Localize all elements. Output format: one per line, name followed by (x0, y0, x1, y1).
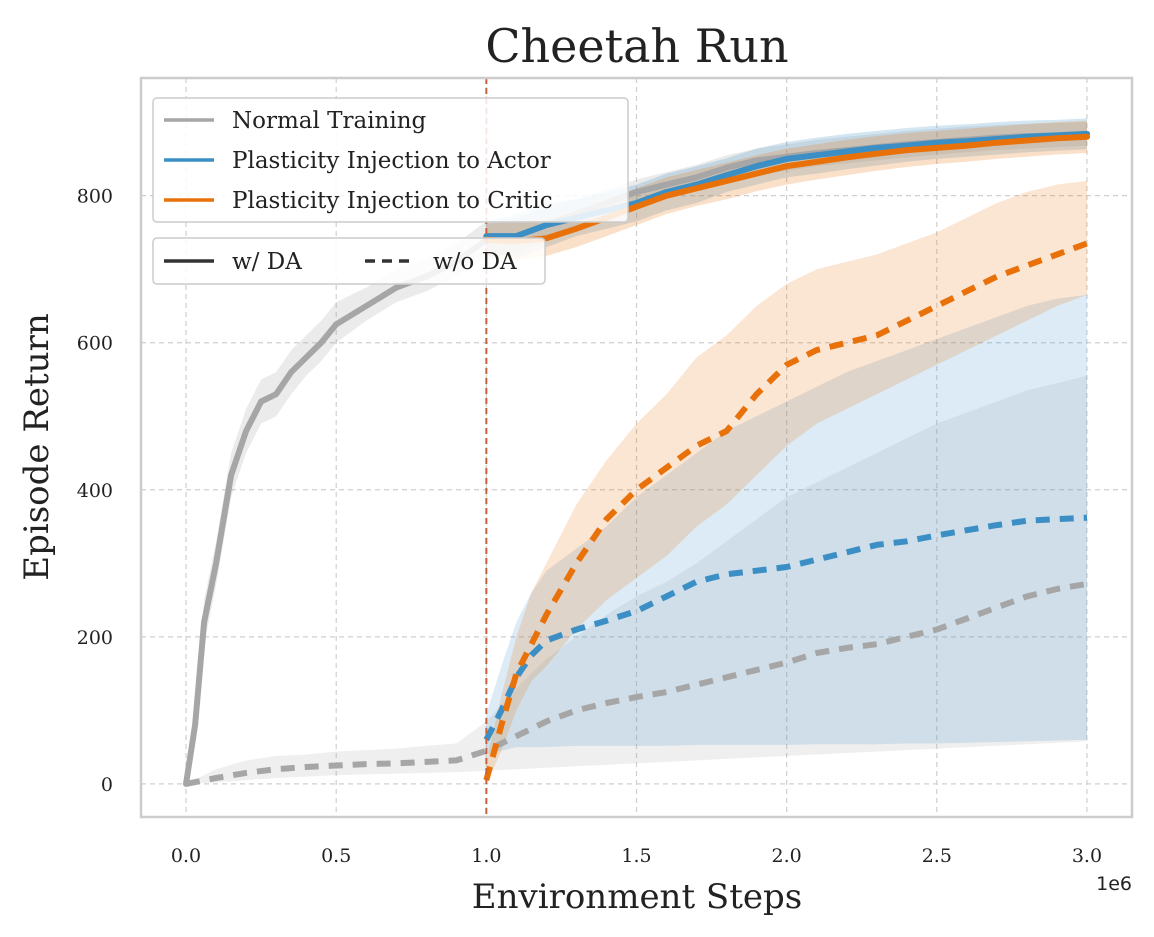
actor-solid-band (486, 118, 1087, 259)
actor-dashed-band (486, 294, 1087, 755)
x-tick-label-4: 2.0 (772, 845, 802, 867)
legend-styles-box (152, 237, 546, 285)
x-tick-label-5: 2.5 (922, 845, 952, 867)
actor-dashed-line (483, 514, 1088, 742)
legend-style-label-0: w/ DA (232, 249, 302, 275)
y-axis-label: Episode Return (17, 313, 57, 581)
x-axis-label: Environment Steps (472, 877, 802, 917)
x-tick-label-6: 3.0 (1072, 845, 1102, 867)
critic-solid-band (486, 120, 1087, 261)
legend-method-label-2: Plasticity Injection to Critic (232, 188, 553, 214)
legend-method-label-0: Normal Training (232, 108, 427, 134)
x-tick-label-0: 0.0 (171, 845, 201, 867)
y-tick-label-3: 600 (77, 333, 113, 355)
normal-dashed-band (186, 375, 1087, 784)
confidence-bands (186, 118, 1087, 784)
critic-solid-line (483, 133, 1090, 245)
x-tick-label-3: 1.5 (621, 845, 651, 867)
y-tick-label-4: 800 (77, 186, 113, 208)
plot-frame (139, 76, 1134, 819)
y-tick-labels: 0 200 400 600 800 (77, 186, 113, 796)
critic-dashed-line (483, 240, 1089, 781)
x-axis-offset-label: 1e6 (1096, 873, 1132, 895)
critic-dashed-band (486, 180, 1087, 784)
y-tick-label-0: 0 (101, 774, 113, 796)
y-tick-label-1: 200 (77, 627, 113, 649)
series-lines (183, 130, 1090, 787)
x-tick-label-2: 1.0 (471, 845, 501, 867)
chart-title: Cheetah Run (485, 19, 788, 73)
legend-styles: w/ DA w/o DA (152, 237, 546, 285)
legend-method-label-1: Plasticity Injection to Actor (232, 148, 551, 174)
y-tick-label-2: 400 (77, 480, 113, 502)
x-tick-label-1: 0.5 (321, 845, 351, 867)
normal-solid-band (186, 122, 1087, 784)
x-tick-labels: 0.0 0.5 1.0 1.5 2.0 2.5 3.0 (171, 845, 1102, 867)
legend-style-label-1: w/o DA (433, 249, 517, 275)
legend-methods-box (152, 97, 629, 223)
normal-dashed-line (185, 580, 1088, 787)
legend-methods: Normal Training Plasticity Injection to A… (152, 97, 629, 223)
